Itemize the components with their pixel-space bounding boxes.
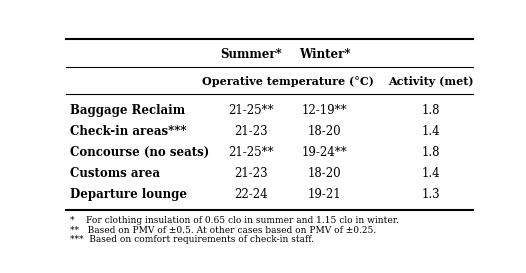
- Text: Departure lounge: Departure lounge: [70, 188, 187, 201]
- Text: Check-in areas***: Check-in areas***: [70, 125, 186, 138]
- Text: 1.8: 1.8: [421, 146, 440, 159]
- Text: 12-19**: 12-19**: [302, 104, 347, 117]
- Text: 21-23: 21-23: [235, 167, 268, 180]
- Text: 1.4: 1.4: [421, 125, 440, 138]
- Text: 18-20: 18-20: [308, 167, 341, 180]
- Text: 19-24**: 19-24**: [302, 146, 348, 159]
- Text: *    For clothing insulation of 0.65 clo in summer and 1.15 clo in winter.: * For clothing insulation of 0.65 clo in…: [70, 216, 399, 225]
- Text: 21-23: 21-23: [235, 125, 268, 138]
- Text: ***  Based on comfort requirements of check-in staff.: *** Based on comfort requirements of che…: [70, 235, 314, 244]
- Text: Operative temperature (°C): Operative temperature (°C): [202, 76, 374, 87]
- Text: Winter*: Winter*: [299, 48, 350, 61]
- Text: 21-25**: 21-25**: [228, 104, 274, 117]
- Text: Baggage Reclaim: Baggage Reclaim: [70, 104, 185, 117]
- Text: 18-20: 18-20: [308, 125, 341, 138]
- Text: 1.4: 1.4: [421, 167, 440, 180]
- Text: Concourse (no seats): Concourse (no seats): [70, 146, 209, 159]
- Text: 21-25**: 21-25**: [228, 146, 274, 159]
- Text: 1.8: 1.8: [421, 104, 440, 117]
- Text: Summer*: Summer*: [220, 48, 282, 61]
- Text: 19-21: 19-21: [308, 188, 341, 201]
- Text: 1.3: 1.3: [421, 188, 440, 201]
- Text: **   Based on PMV of ±0.5. At other cases based on PMV of ±0.25.: ** Based on PMV of ±0.5. At other cases …: [70, 226, 376, 235]
- Text: 22-24: 22-24: [235, 188, 268, 201]
- Text: Activity (met): Activity (met): [388, 76, 473, 87]
- Text: Customs area: Customs area: [70, 167, 160, 180]
